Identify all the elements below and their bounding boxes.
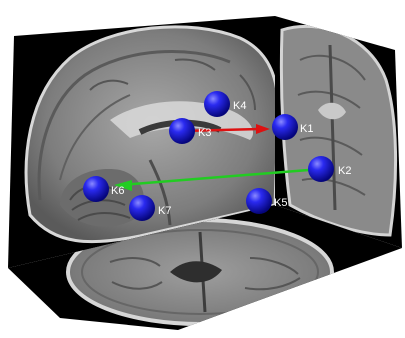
coronal-mri-slice bbox=[275, 16, 402, 248]
node-label-k5: K5 bbox=[274, 197, 287, 209]
connection-k3-k1 bbox=[181, 127, 261, 133]
node-label-k1: K1 bbox=[300, 123, 313, 135]
sagittal-mri-slice bbox=[8, 16, 275, 268]
arrow-head-k1 bbox=[256, 124, 270, 134]
node-label-k4: K4 bbox=[233, 100, 246, 112]
network-nodes: K4 K3 K1 K2 K6 K7 K5 bbox=[83, 91, 351, 221]
node-label-k7: K7 bbox=[158, 205, 171, 217]
network-connections bbox=[114, 124, 322, 191]
node-label-k6: K6 bbox=[111, 185, 124, 197]
node-k1: K1 bbox=[272, 114, 313, 140]
node-k3: K3 bbox=[169, 118, 211, 144]
node-label-k3: K3 bbox=[198, 127, 211, 139]
node-k7: K7 bbox=[129, 195, 171, 221]
node-k2: K2 bbox=[308, 156, 351, 182]
node-label-k2: K2 bbox=[338, 165, 351, 177]
node-k5: K5 bbox=[246, 188, 287, 214]
connection-k2-k6 bbox=[119, 167, 322, 187]
node-k4: K4 bbox=[204, 91, 246, 117]
arrow-head-k6 bbox=[114, 180, 132, 191]
node-k6: K6 bbox=[83, 176, 124, 202]
